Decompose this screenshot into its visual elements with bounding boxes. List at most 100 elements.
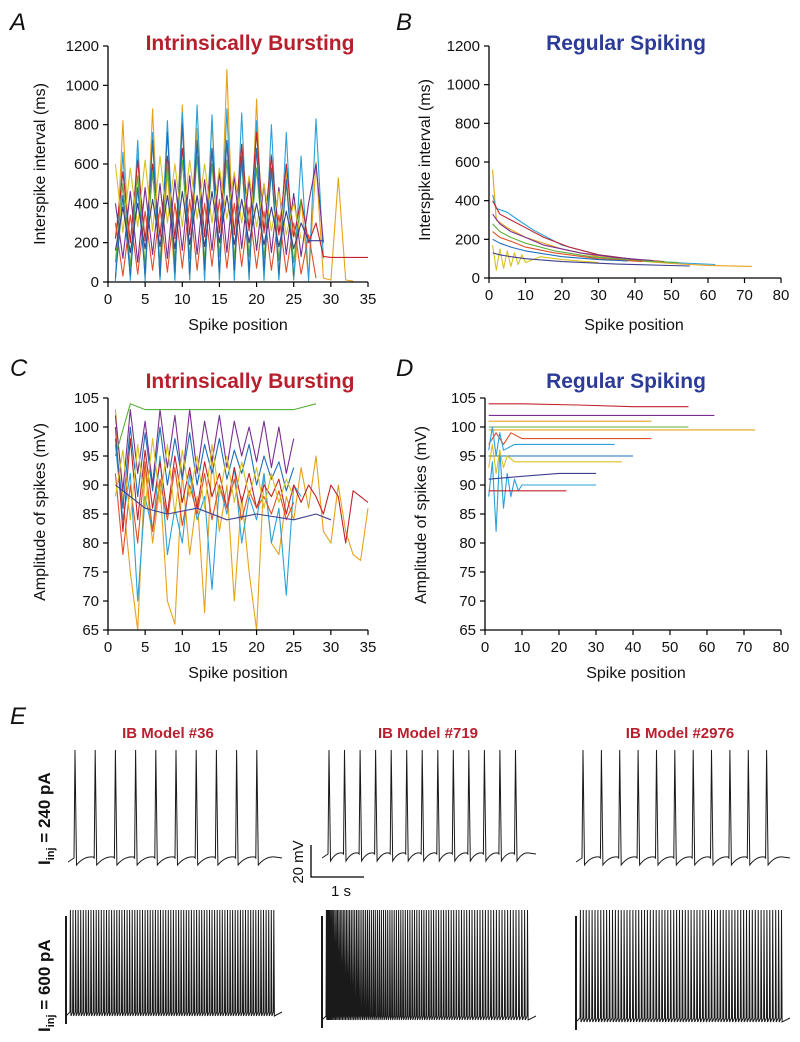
y-tick-label: 600 [74, 156, 99, 173]
y-tick-label: 0 [91, 274, 99, 291]
panel-d-ylabel: Amplitude of spikes (mV) [413, 426, 430, 604]
series-line-model-d [492, 213, 654, 262]
voltage-trace [575, 909, 791, 1023]
panel-a-title: Intrinsically Bursting [146, 32, 355, 55]
y-tick-label: 90 [459, 477, 476, 494]
y-tick-label: 400 [455, 193, 480, 210]
y-tick-label: 600 [455, 154, 480, 171]
y-tick-label: 70 [459, 593, 476, 610]
voltage-trace [321, 909, 537, 1021]
series-line-model-i [488, 472, 596, 480]
series-line-model-h [492, 245, 599, 271]
x-tick-label: 70 [736, 639, 753, 656]
y-tick-label: 1000 [447, 77, 480, 94]
x-tick-label: 20 [551, 639, 568, 656]
series-line-model-f [488, 432, 652, 445]
row-label-main: I [35, 860, 54, 865]
x-tick-label: 50 [663, 287, 680, 304]
x-tick-label: 0 [104, 639, 112, 656]
x-tick-label: 30 [588, 639, 605, 656]
x-tick-label: 80 [773, 287, 790, 304]
series-line-model-b [114, 444, 302, 602]
y-tick-label: 95 [82, 448, 99, 465]
y-tick-label: 100 [451, 419, 476, 436]
x-tick-label: 80 [773, 639, 790, 656]
series-line-model-h [114, 155, 302, 239]
panel-letter-d: D [396, 355, 413, 382]
x-tick-label: 30 [323, 639, 340, 656]
voltage-trace [65, 909, 283, 1017]
panel-d-title: Regular Spiking [546, 370, 706, 393]
x-tick-label: 5 [141, 639, 149, 656]
panel-a-ylabel: Interspike interval (ms) [32, 83, 49, 245]
panel-b-xlabel: Spike position [584, 317, 684, 334]
series-line-model-i [492, 252, 690, 267]
x-tick-label: 5 [141, 291, 149, 308]
series-line-model-g [114, 426, 295, 509]
y-tick-label: 85 [459, 506, 476, 523]
svg-text:Iinj = 600 pA: Iinj = 600 pA [35, 939, 57, 1032]
scale-bar-voltage: 20 mV [290, 840, 307, 883]
trace-column-title: IB Model #2976 [626, 725, 734, 742]
voltage-trace [321, 749, 537, 863]
y-tick-label: 0 [472, 270, 480, 287]
series-line-model-f [492, 231, 643, 263]
x-tick-label: 20 [554, 287, 571, 304]
y-tick-label: 75 [459, 564, 476, 581]
x-tick-label: 70 [736, 287, 753, 304]
series-line-model-h [488, 443, 622, 474]
y-tick-label: 85 [82, 506, 99, 523]
y-tick-label: 75 [82, 564, 99, 581]
y-tick-label: 105 [74, 390, 99, 407]
y-tick-label: 80 [459, 535, 476, 552]
trace-column-title: IB Model #36 [122, 725, 214, 742]
x-tick-label: 30 [323, 291, 340, 308]
series-line-model-e [114, 403, 317, 457]
panel-d-chart: 0 10 20 30 40 50 60 70 80 65 70 75 80 85 90 95 100 105 [451, 390, 789, 656]
x-tick-label: 0 [481, 639, 489, 656]
panel-b-title: Regular Spiking [546, 32, 706, 55]
series-line-model-i [114, 190, 324, 254]
trace-column-title: IB Model #719 [378, 725, 478, 742]
series-line-model-b [488, 449, 596, 532]
panel-a-chart: 0 5 10 15 20 25 30 35 0 200 400 600 800 1000 1200 [66, 38, 377, 308]
panel-d-xlabel: Spike position [586, 665, 686, 682]
x-tick-label: 15 [211, 291, 228, 308]
series-line-model-k [488, 426, 615, 457]
y-tick-label: 800 [455, 115, 480, 132]
x-tick-label: 0 [485, 287, 493, 304]
series-line-model-i [115, 484, 332, 521]
x-tick-label: 35 [360, 291, 377, 308]
y-tick-label: 90 [82, 477, 99, 494]
x-tick-label: 40 [627, 287, 644, 304]
x-tick-label: 25 [285, 291, 302, 308]
y-tick-label: 100 [74, 419, 99, 436]
y-tick-label: 200 [74, 235, 99, 252]
x-tick-label: 60 [700, 287, 717, 304]
row-label-600: Iinj = 600 pA [35, 939, 57, 1032]
panel-b-ylabel: Interspike interval (ms) [417, 79, 434, 241]
y-tick-label: 80 [82, 535, 99, 552]
y-tick-label: 65 [82, 622, 99, 639]
series-line-model-g [492, 238, 628, 262]
panel-c-xlabel: Spike position [188, 665, 288, 682]
series-line-model-d [114, 409, 295, 492]
series-line-model-g [114, 124, 295, 279]
row-label-main: I [35, 1027, 54, 1032]
y-tick-label: 95 [459, 448, 476, 465]
series-line-model-e [492, 223, 679, 264]
series-line-model-b [492, 194, 716, 266]
row-label-sub: inj [45, 847, 57, 860]
x-tick-label: 60 [699, 639, 716, 656]
x-tick-label: 0 [104, 291, 112, 308]
row-label-240: Iinj = 240 pA [35, 772, 57, 865]
scale-bar: 20 mV 1 s [290, 840, 364, 900]
y-tick-label: 200 [455, 231, 480, 248]
x-tick-label: 30 [590, 287, 607, 304]
voltage-traces [65, 749, 791, 1030]
panel-a-xlabel: Spike position [188, 317, 288, 334]
x-tick-label: 10 [174, 291, 191, 308]
x-tick-label: 20 [248, 639, 265, 656]
panel-letter-b: B [396, 9, 412, 36]
